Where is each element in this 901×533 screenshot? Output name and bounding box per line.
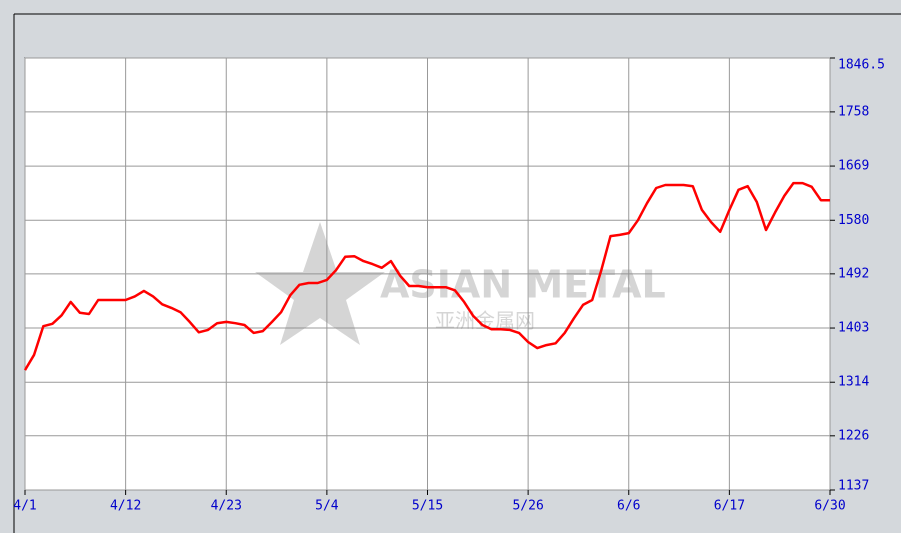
y-tick-label: 1492 — [838, 266, 869, 281]
marks — [23, 181, 830, 371]
y-tick-label: 1669 — [838, 159, 869, 174]
x-tick-label: 5/15 — [412, 499, 443, 514]
x-tick-label: 5/4 — [315, 499, 339, 514]
x-tick-label: 6/30 — [814, 499, 845, 514]
x-tick-label: 6/6 — [617, 499, 640, 514]
watermark-subtext: 亚洲金属网 — [435, 309, 535, 333]
y-tick-label: 1580 — [838, 213, 869, 228]
y-tick-label: 1314 — [838, 375, 869, 390]
y-tick-label: 1403 — [838, 321, 869, 336]
x-tick-label: 6/17 — [714, 499, 745, 514]
x-tick-label: 4/12 — [110, 499, 141, 514]
y-tick-label: 1137 — [838, 479, 869, 494]
data-line — [23, 181, 830, 371]
x-tick-label: 4/1 — [13, 499, 36, 514]
y-tick-label: 1758 — [838, 104, 869, 119]
watermark-text: ASIAN METAL — [380, 263, 666, 307]
y-tick-label: 1846.5 — [838, 58, 885, 73]
y-tick-label: 1226 — [838, 428, 869, 443]
x-tick-label: 5/26 — [512, 499, 543, 514]
x-tick-label: 4/23 — [211, 499, 242, 514]
grid — [24, 57, 831, 491]
